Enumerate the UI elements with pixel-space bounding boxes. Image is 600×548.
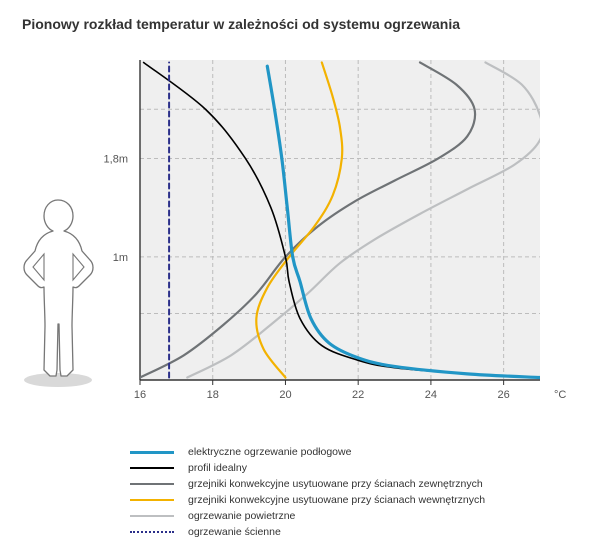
chart-area: 16 18 20 22 24 26 °C 1m 1,8m (0, 60, 600, 420)
legend-label: ogrzewanie powietrzne (188, 510, 295, 522)
legend-swatch (130, 531, 174, 533)
legend-row-conv_external: grzejniki konwekcyjne usytuowane przy śc… (130, 476, 485, 492)
legend-label: elektryczne ogrzewanie podłogowe (188, 446, 351, 458)
xtick-label: 22 (352, 389, 364, 401)
legend-swatch (130, 483, 174, 485)
plot-bg (140, 60, 540, 380)
silhouette-shadow (24, 373, 92, 387)
legend-swatch (130, 467, 174, 469)
legend-label: grzejniki konwekcyjne usytuowane przy śc… (188, 478, 483, 490)
legend-label: profil idealny (188, 462, 247, 474)
legend-swatch (130, 451, 174, 454)
legend: elektryczne ogrzewanie podłogowe profil i… (130, 444, 485, 540)
xtick-label: 16 (134, 389, 146, 401)
chart-svg: 16 18 20 22 24 26 °C 1m 1,8m (0, 60, 600, 420)
legend-row-conv_internal: grzejniki konwekcyjne usytuowane przy śc… (130, 492, 485, 508)
legend-swatch (130, 499, 174, 501)
xtick-label: 26 (498, 389, 510, 401)
page: Pionowy rozkład temperatur w zależności … (0, 0, 600, 548)
legend-label: grzejniki konwekcyjne usytuowane przy śc… (188, 494, 485, 506)
legend-row-ideal: profil idealny (130, 460, 485, 476)
xtick-label: 24 (425, 389, 437, 401)
ytick-label: 1,8m (104, 153, 128, 165)
silhouette-body (24, 200, 93, 376)
legend-row-wall_heating: ogrzewanie ścienne (130, 524, 485, 540)
xtick-label: 18 (207, 389, 219, 401)
xtick-label: 20 (279, 389, 291, 401)
legend-row-floor_heating: elektryczne ogrzewanie podłogowe (130, 444, 485, 460)
legend-row-air_heating: ogrzewanie powietrzne (130, 508, 485, 524)
silhouette-icon (24, 200, 93, 387)
x-unit: °C (554, 389, 566, 401)
legend-label: ogrzewanie ścienne (188, 526, 281, 538)
ytick-label: 1m (113, 252, 128, 264)
chart-title: Pionowy rozkład temperatur w zależności … (22, 16, 460, 32)
legend-swatch (130, 515, 174, 517)
